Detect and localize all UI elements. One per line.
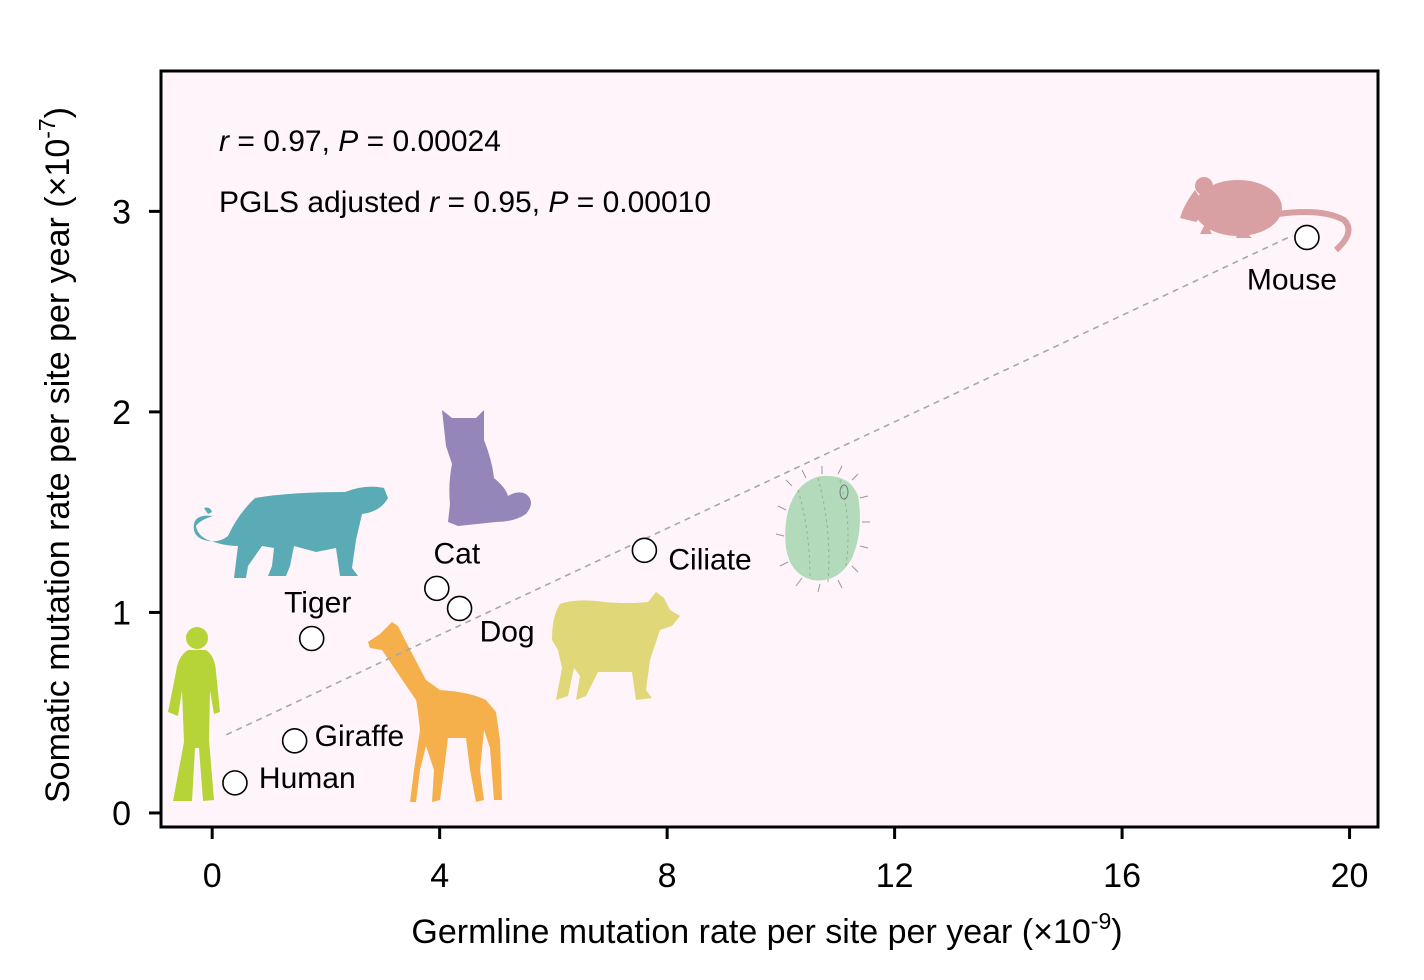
point-label-giraffe: Giraffe: [315, 720, 405, 753]
p-symbol: P: [338, 125, 358, 158]
mouse-icon: [1180, 177, 1352, 253]
giraffe-icon: [368, 622, 502, 802]
ciliate-icon: [775, 465, 870, 593]
r-value: = 0.97,: [229, 125, 338, 158]
dog-icon: [552, 592, 680, 700]
y-axis-label: Somatic mutation rate per site per year …: [34, 107, 77, 803]
x-tick-label-0: 0: [203, 857, 222, 895]
x-tick-label-16: 16: [1103, 857, 1141, 895]
y-tick-label-2: 2: [112, 394, 131, 432]
x-axis-ticks: 0 4 8 12 16 20: [203, 827, 1369, 895]
x-axis-label-main: Germline mutation rate per site per year…: [411, 913, 1090, 951]
pgls-r-value: = 0.95,: [439, 186, 548, 219]
y-axis-label-main: Somatic mutation rate per site per year …: [39, 139, 77, 803]
point-label-tiger: Tiger: [284, 587, 351, 620]
pgls-prefix: PGLS adjusted: [219, 186, 429, 219]
x-axis-label-exponent: -9: [1091, 908, 1111, 934]
point-giraffe: [281, 727, 308, 754]
human-icon: [168, 627, 220, 801]
point-label-mouse: Mouse: [1247, 263, 1337, 296]
r-symbol: r: [219, 125, 230, 158]
point-label-dog: Dog: [480, 615, 535, 648]
y-axis-ticks: 0 1 2 3: [112, 193, 161, 833]
point-label-human: Human: [259, 762, 356, 795]
pgls-r-symbol: r: [429, 186, 440, 219]
pgls-p-symbol: P: [548, 186, 568, 219]
cat-icon: [442, 410, 531, 526]
point-label-ciliate: Ciliate: [668, 543, 751, 576]
tiger-icon: [193, 486, 388, 578]
plot-frame: [159, 69, 1380, 829]
point-ciliate: [631, 537, 658, 564]
point-dog: [446, 595, 473, 622]
data-points: Human Giraffe Tiger Cat Dog Ciliate Mouse: [222, 224, 1337, 796]
x-tick-label-20: 20: [1331, 857, 1369, 895]
y-axis-label-exponent: -7: [34, 118, 60, 138]
y-axis-label-end: ): [39, 107, 77, 118]
plot-background: [161, 71, 1378, 827]
point-cat: [424, 575, 450, 602]
point-tiger: [298, 625, 325, 652]
regression-line: [226, 234, 1294, 736]
pgls-annotation: PGLS adjusted r = 0.95, P = 0.00010: [219, 186, 711, 219]
x-axis-label: Germline mutation rate per site per year…: [411, 908, 1122, 951]
x-tick-label-12: 12: [876, 857, 914, 895]
y-tick-label-3: 3: [112, 193, 131, 231]
point-label-cat: Cat: [433, 537, 480, 570]
pgls-p-value: = 0.00010: [568, 186, 711, 219]
y-tick-label-1: 1: [112, 594, 131, 632]
mouse-tail: [1277, 209, 1352, 253]
point-human: [222, 770, 248, 796]
x-tick-label-8: 8: [658, 857, 677, 895]
y-tick-label-0: 0: [112, 795, 131, 833]
correlation-annotation: r = 0.97, P = 0.00024: [219, 125, 501, 158]
p-value: = 0.00024: [358, 125, 501, 158]
x-tick-label-4: 4: [430, 857, 449, 895]
point-mouse: [1294, 224, 1320, 251]
x-axis-label-end: ): [1111, 913, 1122, 951]
